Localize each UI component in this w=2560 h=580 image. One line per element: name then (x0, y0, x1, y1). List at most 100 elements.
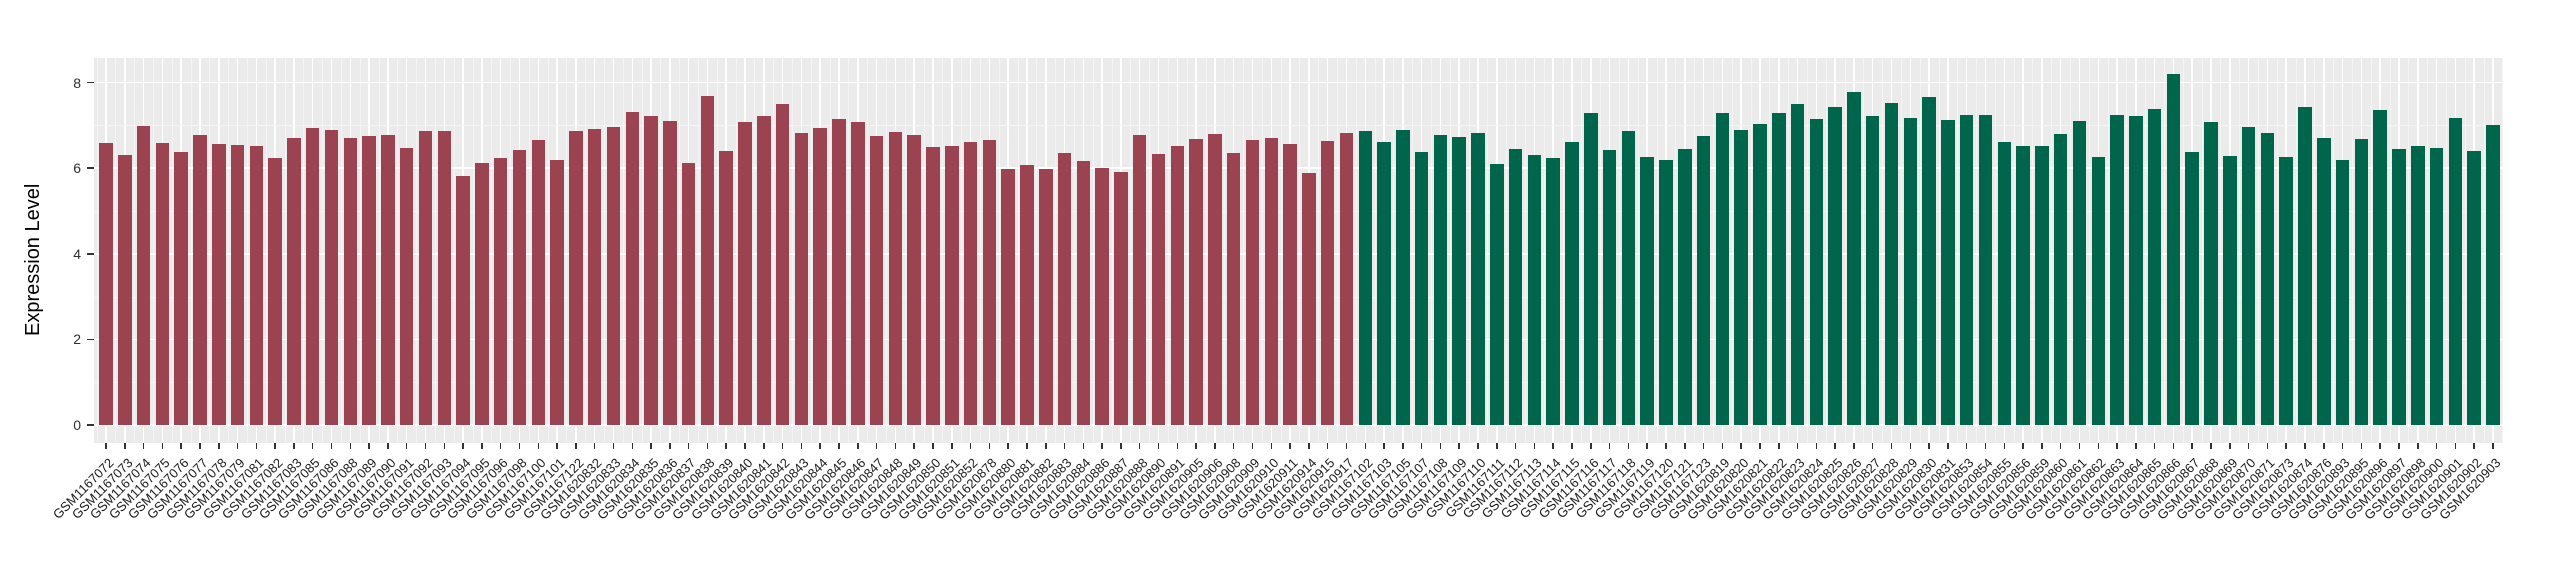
vertical-minor-gridline (228, 58, 230, 443)
bar-GSM1620895 (2354, 139, 2369, 425)
vertical-minor-gridline (1994, 58, 1996, 443)
vertical-minor-gridline (528, 58, 530, 443)
bar-GSM1620830 (1922, 97, 1936, 425)
bar-GSM1167119 (1640, 156, 1654, 425)
vertical-minor-gridline (2427, 58, 2429, 443)
x-tick-mark (2360, 443, 2363, 449)
x-tick-mark (1045, 443, 1047, 449)
vertical-minor-gridline (1900, 58, 1902, 443)
vertical-minor-gridline (1694, 58, 1696, 443)
x-tick-mark (1533, 443, 1536, 449)
vertical-minor-gridline (115, 58, 117, 443)
vertical-minor-gridline (2013, 58, 2015, 443)
x-tick-mark (518, 443, 521, 449)
bar-GSM1620870 (2241, 126, 2256, 425)
bar-GSM1620865 (2147, 108, 2162, 425)
x-tick-mark (499, 443, 502, 449)
x-tick-mark (2454, 443, 2457, 449)
bar-GSM1620827 (1865, 115, 1880, 425)
vertical-minor-gridline (1092, 58, 1094, 443)
x-tick-mark (932, 443, 934, 449)
x-tick-mark (1552, 443, 1554, 449)
bar-GSM1620914 (1302, 172, 1316, 425)
x-tick-mark (819, 443, 821, 449)
bar-GSM1620869 (2223, 155, 2237, 425)
x-tick-mark (236, 443, 239, 449)
y-tick-mark (87, 81, 94, 84)
bar-GSM1167079 (230, 145, 245, 425)
vertical-minor-gridline (1017, 58, 1019, 443)
bar-GSM1620883 (1057, 153, 1072, 425)
vertical-minor-gridline (660, 58, 662, 443)
vertical-minor-gridline (2276, 58, 2278, 443)
bar-GSM1620864 (2129, 115, 2143, 425)
x-tick-mark (744, 443, 746, 449)
x-tick-mark (1571, 443, 1573, 449)
bar-GSM1167091 (399, 147, 414, 425)
bar-GSM1620819 (1715, 113, 1730, 425)
bar-GSM1620855 (1997, 142, 2012, 425)
bar-GSM1620871 (2260, 133, 2275, 425)
bar-GSM1620860 (2053, 133, 2068, 425)
x-tick-mark (556, 443, 558, 449)
vertical-minor-gridline (2314, 58, 2316, 443)
vertical-minor-gridline (1111, 58, 1113, 443)
vertical-minor-gridline (1769, 58, 1771, 443)
x-tick-mark (2116, 443, 2118, 449)
vertical-minor-gridline (491, 58, 493, 443)
x-tick-mark (1101, 443, 1103, 449)
bar-GSM1620831 (1941, 119, 1955, 425)
bar-GSM1620851 (945, 145, 959, 425)
x-tick-mark (763, 443, 765, 449)
x-tick-mark (913, 443, 915, 449)
x-tick-mark (575, 443, 577, 449)
x-tick-mark (2285, 443, 2287, 449)
vertical-minor-gridline (209, 58, 211, 443)
bar-GSM1620906 (1208, 133, 1222, 425)
bar-GSM1167088 (343, 138, 358, 425)
x-tick-mark (1345, 443, 1348, 449)
x-tick-mark (2304, 443, 2306, 449)
x-tick-mark (1063, 443, 1066, 449)
vertical-minor-gridline (2239, 58, 2241, 443)
vertical-minor-gridline (2145, 58, 2147, 443)
vertical-minor-gridline (2201, 58, 2203, 443)
bar-GSM1620848 (888, 132, 903, 425)
x-tick-mark (1815, 443, 1818, 449)
vertical-minor-gridline (1788, 58, 1790, 443)
x-tick-mark (1608, 443, 1611, 449)
x-tick-mark (293, 443, 295, 449)
bar-GSM1167082 (268, 157, 282, 425)
bar-GSM1620844 (813, 127, 827, 425)
vertical-minor-gridline (378, 58, 380, 443)
x-tick-mark (1853, 443, 1855, 449)
vertical-minor-gridline (134, 58, 136, 443)
bar-GSM1620838 (700, 95, 715, 425)
vertical-minor-gridline (190, 58, 192, 443)
bar-GSM1620878 (982, 139, 997, 425)
bar-GSM1620901 (2448, 118, 2463, 425)
bar-GSM1167123 (1696, 136, 1711, 425)
bar-GSM1167083 (287, 138, 301, 425)
vertical-minor-gridline (1318, 58, 1320, 443)
bar-GSM1167094 (456, 175, 470, 425)
bar-GSM1620902 (2467, 150, 2481, 425)
horizontal-major-gridline (94, 167, 2503, 169)
vertical-minor-gridline (2051, 58, 2053, 443)
vertical-minor-gridline (735, 58, 737, 443)
bar-GSM1620897 (2392, 148, 2406, 425)
vertical-minor-gridline (1844, 58, 1846, 443)
vertical-minor-gridline (641, 58, 643, 443)
vertical-minor-gridline (1581, 58, 1583, 443)
horizontal-major-gridline (94, 253, 2503, 255)
vertical-minor-gridline (359, 58, 361, 443)
vertical-minor-gridline (1280, 58, 1282, 443)
vertical-minor-gridline (1863, 58, 1865, 443)
x-tick-mark (1665, 443, 1667, 449)
vertical-minor-gridline (1562, 58, 1564, 443)
bar-GSM1620893 (2335, 160, 2350, 425)
bar-GSM1620820 (1734, 129, 1748, 425)
bar-GSM1620867 (2185, 152, 2199, 425)
x-tick-mark (1984, 443, 1987, 449)
bar-GSM1620873 (2279, 157, 2293, 425)
